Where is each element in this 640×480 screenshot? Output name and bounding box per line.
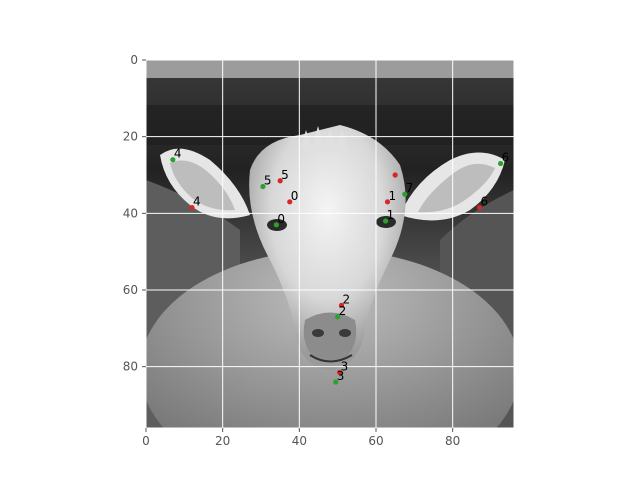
y-tick-label: 80 <box>123 360 138 374</box>
y-tick-label: 20 <box>123 130 138 144</box>
y-tick-label: 40 <box>123 206 138 220</box>
keypoint-label: 5 <box>264 174 272 188</box>
keypoint-label: 5 <box>281 168 289 182</box>
keypoint-dot <box>402 191 408 197</box>
keypoint-dot <box>170 157 176 163</box>
keypoint-dot <box>336 369 343 376</box>
keypoint-markers: 0 1 2 3 4 5 6 0 1 2 3 4 5 6 7 <box>170 147 509 385</box>
keypoint-dot <box>497 160 504 167</box>
keypoint-label: 0 <box>277 212 285 226</box>
keypoint-dot <box>338 302 345 308</box>
y-tick-label: 0 <box>130 53 138 67</box>
keypoint-label: 3 <box>341 359 349 373</box>
keypoint-dot <box>476 204 483 211</box>
keypoint-label: 6 <box>481 195 489 209</box>
x-tick-label: 60 <box>368 434 383 448</box>
keypoint-dot <box>260 183 266 190</box>
sheep-photo <box>146 60 514 428</box>
keypoint-label: 4 <box>193 195 201 209</box>
keypoint-label: 1 <box>389 189 397 203</box>
x-tick-label: 20 <box>215 434 230 448</box>
keypoint-dot <box>392 172 398 178</box>
x-tick-label: 0 <box>142 434 150 448</box>
plot-frame <box>145 59 515 429</box>
keypoint-label: 2 <box>339 304 347 318</box>
keypoint-label: 4 <box>174 147 182 161</box>
x-tick-label: 40 <box>292 434 307 448</box>
keypoint-label: 2 <box>343 292 351 306</box>
keypoint-dot <box>273 222 279 228</box>
keypoint-dot <box>277 178 283 184</box>
keypoint-dot <box>333 379 339 385</box>
keypoint-dot <box>384 199 391 205</box>
grid-lines <box>146 60 514 428</box>
y-tick-label: 60 <box>123 283 138 297</box>
keypoint-dot <box>287 199 293 205</box>
keypoint-label: 6 <box>502 151 510 165</box>
keypoint-label: 7 <box>406 181 414 195</box>
keypoint-dot <box>382 218 389 224</box>
keypoint-label: 1 <box>387 208 395 222</box>
x-tick-label: 80 <box>445 434 460 448</box>
keypoint-dot <box>189 204 195 211</box>
keypoint-dot <box>335 314 341 320</box>
keypoint-label: 3 <box>337 369 345 383</box>
keypoint-label: 0 <box>291 189 299 203</box>
